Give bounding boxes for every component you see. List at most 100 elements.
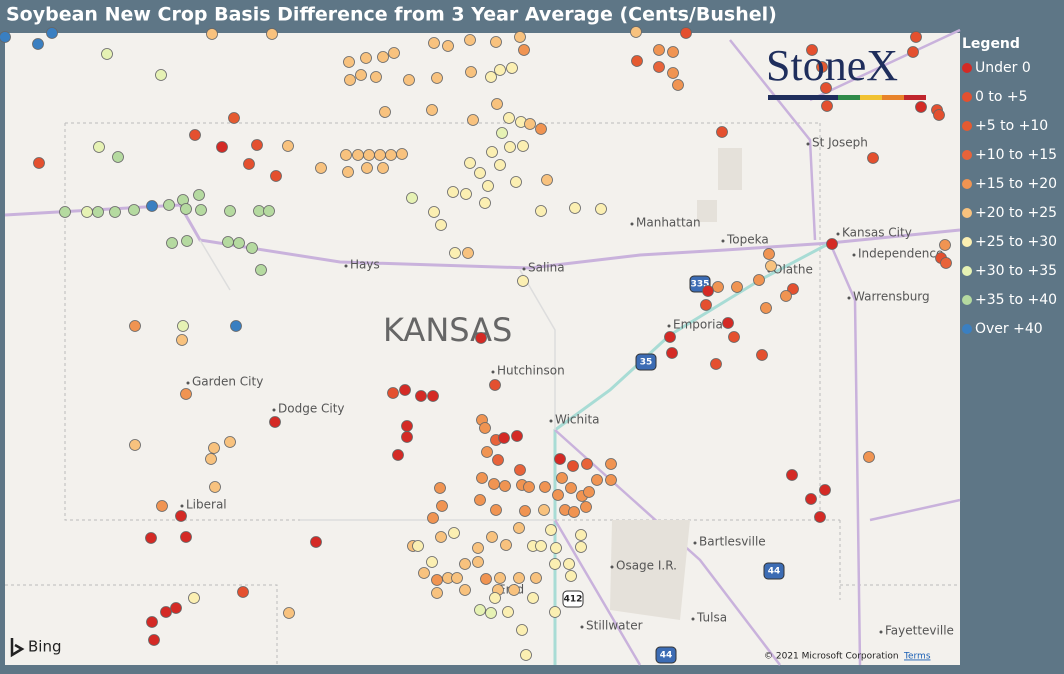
location-dot[interactable] [517, 140, 529, 152]
location-dot[interactable] [431, 72, 443, 84]
location-dot[interactable] [270, 170, 282, 182]
location-dot[interactable] [488, 478, 500, 490]
location-dot[interactable] [933, 109, 945, 121]
location-dot[interactable] [462, 247, 474, 259]
location-dot[interactable] [489, 379, 501, 391]
location-dot[interactable] [583, 486, 595, 498]
location-dot[interactable] [342, 166, 354, 178]
location-dot[interactable] [160, 606, 172, 618]
location-dot[interactable] [253, 205, 265, 217]
location-dot[interactable] [492, 454, 504, 466]
location-dot[interactable] [475, 332, 487, 344]
location-dot[interactable] [442, 40, 454, 52]
location-dot[interactable] [176, 334, 188, 346]
location-dot[interactable] [448, 527, 460, 539]
location-dot[interactable] [753, 274, 765, 286]
location-dot[interactable] [575, 541, 587, 553]
location-dot[interactable] [180, 203, 192, 215]
location-dot[interactable] [680, 27, 692, 39]
location-dot[interactable] [59, 206, 71, 218]
location-dot[interactable] [565, 482, 577, 494]
location-dot[interactable] [756, 349, 768, 361]
location-dot[interactable] [672, 79, 684, 91]
location-dot[interactable] [109, 206, 121, 218]
location-dot[interactable] [541, 174, 553, 186]
location-dot[interactable] [503, 112, 515, 124]
location-dot[interactable] [208, 442, 220, 454]
location-dot[interactable] [504, 141, 516, 153]
location-dot[interactable] [549, 558, 561, 570]
location-dot[interactable] [506, 62, 518, 74]
location-dot[interactable] [243, 158, 255, 170]
location-dot[interactable] [485, 71, 497, 83]
location-dot[interactable] [524, 118, 536, 130]
location-dot[interactable] [490, 504, 502, 516]
location-dot[interactable] [780, 290, 792, 302]
location-dot[interactable] [494, 64, 506, 76]
location-dot[interactable] [355, 69, 367, 81]
location-dot[interactable] [787, 283, 799, 295]
location-dot[interactable] [481, 446, 493, 458]
location-dot[interactable] [428, 37, 440, 49]
location-dot[interactable] [499, 480, 511, 492]
location-dot[interactable] [940, 257, 952, 269]
location-dot[interactable] [595, 203, 607, 215]
location-dot[interactable] [177, 320, 189, 332]
location-dot[interactable] [180, 388, 192, 400]
location-dot[interactable] [188, 592, 200, 604]
location-dot[interactable] [195, 204, 207, 216]
location-dot[interactable] [805, 493, 817, 505]
location-dot[interactable] [403, 74, 415, 86]
location-dot[interactable] [513, 522, 525, 534]
location-dot[interactable] [535, 123, 547, 135]
location-dot[interactable] [498, 432, 510, 444]
location-dot[interactable] [569, 202, 581, 214]
location-dot[interactable] [821, 100, 833, 112]
location-dot[interactable] [556, 472, 568, 484]
location-dot[interactable] [728, 331, 740, 343]
location-dot[interactable] [605, 458, 617, 470]
location-dot[interactable] [519, 505, 531, 517]
location-dot[interactable] [230, 320, 242, 332]
location-dot[interactable] [467, 114, 479, 126]
location-dot[interactable] [482, 180, 494, 192]
location-dot[interactable] [486, 531, 498, 543]
location-dot[interactable] [387, 387, 399, 399]
location-dot[interactable] [181, 235, 193, 247]
location-dot[interactable] [166, 237, 178, 249]
location-dot[interactable] [205, 453, 217, 465]
location-dot[interactable] [233, 237, 245, 249]
location-dot[interactable] [129, 439, 141, 451]
location-dot[interactable] [251, 139, 263, 151]
location-dot[interactable] [81, 206, 93, 218]
location-dot[interactable] [180, 531, 192, 543]
location-dot[interactable] [224, 436, 236, 448]
location-dot[interactable] [517, 275, 529, 287]
location-dot[interactable] [392, 449, 404, 461]
location-dot[interactable] [631, 55, 643, 67]
location-dot[interactable] [206, 28, 218, 40]
location-dot[interactable] [567, 460, 579, 472]
location-dot[interactable] [538, 504, 550, 516]
location-dot[interactable] [93, 141, 105, 153]
location-dot[interactable] [209, 481, 221, 493]
location-dot[interactable] [605, 474, 617, 486]
location-dot[interactable] [426, 556, 438, 568]
location-dot[interactable] [700, 299, 712, 311]
location-dot[interactable] [667, 67, 679, 79]
location-dot[interactable] [401, 420, 413, 432]
location-dot[interactable] [653, 61, 665, 73]
location-dot[interactable] [485, 607, 497, 619]
location-dot[interactable] [263, 205, 275, 217]
location-dot[interactable] [476, 472, 488, 484]
location-dot[interactable] [370, 71, 382, 83]
location-dot[interactable] [552, 489, 564, 501]
location-dot[interactable] [401, 431, 413, 443]
location-dot[interactable] [511, 430, 523, 442]
location-dot[interactable] [826, 238, 838, 250]
location-dot[interactable] [502, 606, 514, 618]
location-dot[interactable] [494, 159, 506, 171]
location-dot[interactable] [510, 176, 522, 188]
location-dot[interactable] [806, 44, 818, 56]
location-dot[interactable] [474, 604, 486, 616]
